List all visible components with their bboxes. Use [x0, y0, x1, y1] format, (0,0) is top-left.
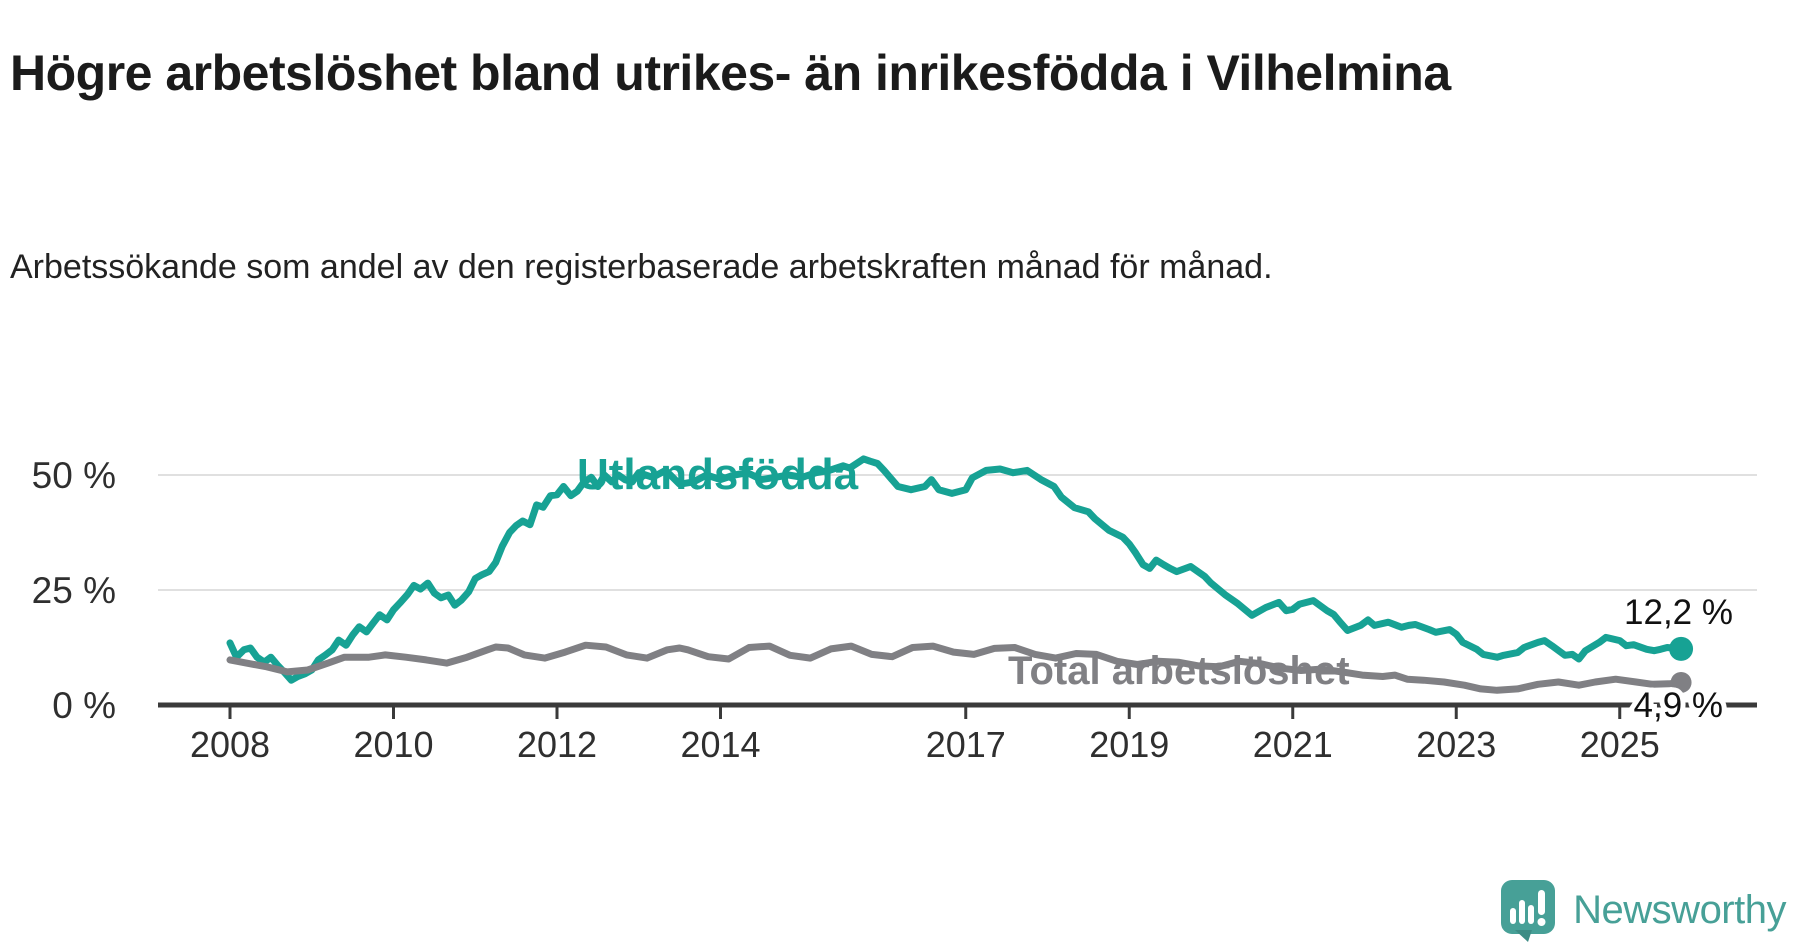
series-end-value-label: 12,2 %: [1624, 593, 1733, 632]
x-axis-label: 2025: [1580, 724, 1660, 765]
line-chart: 0 % 25 % 50 % 2008 2010 2012 2014 2017 2019 2021 2…: [32, 450, 1757, 765]
series-end-dot: [1670, 671, 1692, 693]
series-end-dot: [1669, 636, 1694, 661]
branding: Newsworthy: [1499, 878, 1786, 942]
x-axis-label: 2017: [926, 724, 1006, 765]
y-axis-label: 25 %: [32, 570, 116, 611]
series-line-utlandsfodda: [226, 455, 1685, 684]
newsworthy-logo-icon: [1501, 880, 1556, 942]
x-axis-label: 2021: [1253, 724, 1333, 765]
x-axis-label: 2008: [190, 724, 270, 765]
series-label: Utlandsfödda: [577, 450, 859, 499]
x-axis-label: 2014: [680, 724, 760, 765]
brand-name: Newsworthy: [1573, 887, 1786, 932]
series-label: Total arbetslöshet: [1008, 649, 1350, 693]
y-axis-label: 50 %: [32, 455, 116, 496]
x-axis-label: 2023: [1416, 724, 1496, 765]
page-title: Högre arbetslöshet bland utrikes- än inr…: [10, 44, 1451, 101]
y-axis-label: 0 %: [52, 685, 116, 726]
x-axis-label: 2010: [353, 724, 433, 765]
series-end-value-label: 4,9 %: [1634, 686, 1724, 725]
x-axis-label: 2012: [517, 724, 597, 765]
series-line-total-arbetsloshet: [226, 641, 1685, 694]
chart-subtitle: Arbetssökande som andel av den registerb…: [10, 248, 1273, 286]
x-axis-label: 2019: [1089, 724, 1169, 765]
